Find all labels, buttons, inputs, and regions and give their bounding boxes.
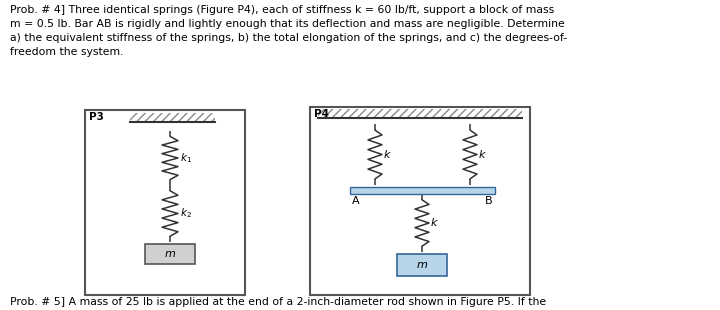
Text: m: m [165,249,176,259]
Text: k: k [479,149,485,160]
Text: B: B [485,196,493,206]
Text: Prob. # 5] A mass of 25 lb is applied at the end of a 2-inch-diameter rod shown : Prob. # 5] A mass of 25 lb is applied at… [10,297,546,307]
Text: Prob. # 4] Three identical springs (Figure P4), each of stiffness k = 60 lb/ft, : Prob. # 4] Three identical springs (Figu… [10,5,567,57]
Bar [130,113,215,122]
Text: $k_1$: $k_1$ [180,151,192,165]
Bar [397,254,447,276]
Text: k: k [431,218,438,228]
Bar [318,109,522,118]
Bar [350,187,495,194]
Text: P3: P3 [89,112,104,122]
Bar [85,110,245,295]
Text: m: m [417,260,428,270]
Text: A: A [352,196,359,206]
Bar [310,107,530,295]
Text: k: k [384,149,390,160]
Text: $k_2$: $k_2$ [180,206,192,220]
Bar [145,244,195,264]
Text: P4: P4 [314,109,329,119]
